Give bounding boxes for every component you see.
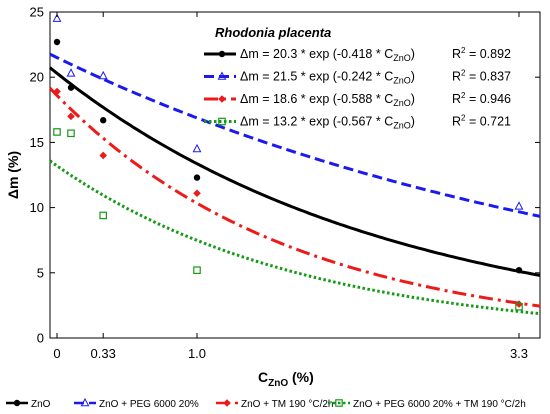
y-tick-label: 5 [37, 265, 44, 280]
legend-label-2: ZnO + PEG 6000 20% [99, 399, 199, 410]
legend-label-4: ZnO + PEG 6000 20% + TM 190 °C/2h [353, 399, 526, 410]
data-point-s2-1 [52, 13, 62, 22]
data-point-s1-5 [515, 266, 523, 274]
fit-curve-4 [49, 159, 541, 316]
data-point-s1-3 [100, 117, 107, 124]
chart-title: Rhodonia placenta [215, 25, 331, 40]
x-tick-label: 0.33 [91, 346, 116, 361]
y-tick-label: 25 [30, 5, 44, 20]
fit-curve-2 [49, 52, 541, 218]
data-point-s1-4 [193, 174, 201, 181]
legend-label-3: ZnO + TM 190 °C/2h [241, 399, 333, 410]
equation-text-4: Δm = 13.2 * exp (-0.567 * CZnO) [240, 115, 415, 131]
x-tick-label: 1.0 [188, 346, 206, 361]
x-axis-label-sub: ZnO [268, 378, 288, 389]
fit-curve-3 [48, 87, 541, 308]
fit-equations: Δm = 20.3 * exp (-0.418 * CZnO) R2 = 0.89… [204, 46, 511, 131]
y-tick-label: 10 [30, 200, 44, 215]
data-point-s4-1 [53, 128, 61, 136]
y-axis-label: Δm (%) [5, 151, 21, 199]
fit-curves [48, 52, 541, 316]
data-point-s2-2 [66, 68, 76, 77]
equation-marker-2 [217, 71, 227, 80]
data-point-s2-4 [192, 143, 202, 153]
r2-text-3: R2 = 0.946 [452, 91, 511, 106]
equation-text-1: Δm = 20.3 * exp (-0.418 * CZnO) [240, 47, 415, 63]
y-tick-label: 20 [30, 70, 44, 85]
legend: ZnO ZnO + PEG 6000 20% ZnO + TM 190 °C/2h Z… [6, 397, 526, 410]
y-axis-ticks: 0 5 10 15 20 25 [30, 5, 540, 346]
equation-marker-3 [218, 95, 226, 103]
r2-text-1: R2 = 0.892 [452, 46, 511, 61]
x-axis-label-main: C [258, 369, 268, 385]
legend-marker-3 [223, 399, 231, 407]
x-axis-label-unit: (%) [288, 369, 314, 385]
x-axis-ticks: 0 0.33 1.0 3.3 [53, 12, 528, 361]
x-tick-label: 0 [53, 346, 60, 361]
fit-curve-1 [49, 66, 541, 277]
equation-marker-1 [218, 50, 226, 58]
data-point-s2-5 [514, 201, 524, 210]
data-point-s4-2 [67, 129, 75, 138]
plot-frame [49, 11, 541, 339]
data-point-s3-3 [99, 151, 107, 160]
data-point-s1-2 [67, 84, 75, 91]
data-point-s1-1 [53, 38, 61, 46]
equation-text-3: Δm = 18.6 * exp (-0.588 * CZnO) [240, 92, 415, 108]
legend-marker-4 [335, 399, 343, 407]
equation-marker-4 [218, 117, 226, 126]
y-tick-label: 0 [37, 331, 44, 346]
data-point-s4-3 [99, 211, 108, 220]
data-point-s3-4 [193, 189, 201, 198]
y-tick-label: 15 [30, 135, 44, 150]
data-points [52, 13, 524, 311]
data-point-s2-3 [98, 70, 108, 80]
data-point-s4-5 [515, 302, 523, 311]
r2-text-2: R2 = 0.837 [452, 69, 511, 84]
data-point-s3-2 [67, 112, 75, 121]
legend-label-1: ZnO [31, 399, 51, 410]
data-point-s4-4 [193, 266, 201, 274]
data-point-s3-1 [53, 87, 61, 96]
equation-text-2: Δm = 21.5 * exp (-0.242 * CZnO) [240, 70, 415, 86]
x-tick-label: 3.3 [510, 346, 528, 361]
legend-marker-1 [13, 399, 21, 407]
r2-text-4: R2 = 0.721 [452, 114, 511, 129]
legend-marker-2 [80, 397, 90, 407]
x-axis-label: CZnO (%) [258, 369, 314, 389]
